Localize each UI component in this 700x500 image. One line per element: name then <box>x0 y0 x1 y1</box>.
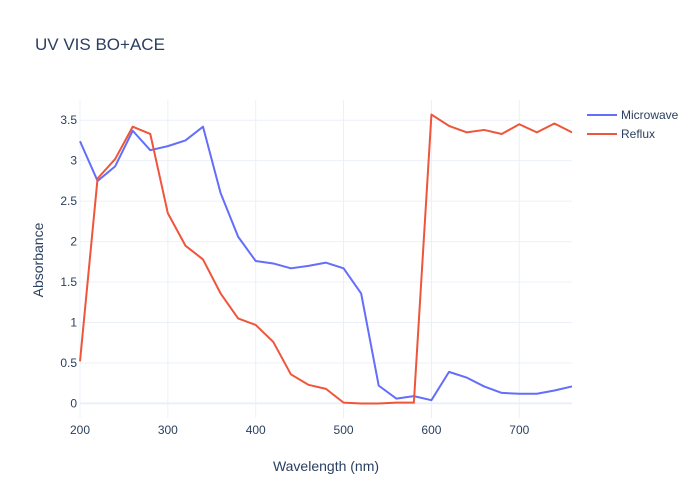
x-tick-label: 400 <box>246 423 266 437</box>
x-tick-label: 200 <box>70 423 90 437</box>
x-tick-label: 600 <box>421 423 441 437</box>
y-tick-label: 1.5 <box>60 275 77 289</box>
y-tick-label: 0 <box>70 396 77 410</box>
x-tick-label: 500 <box>334 423 354 437</box>
y-tick-label: 0.5 <box>60 356 77 370</box>
series-line-microwave[interactable] <box>79 125 573 402</box>
x-tick-label: 700 <box>509 423 529 437</box>
grid <box>79 100 572 418</box>
legend-label: Microwave <box>621 108 679 122</box>
chart-title: UV VIS BO+ACE <box>35 35 165 54</box>
legend-label: Reflux <box>621 127 655 141</box>
y-tick-label: 1 <box>70 316 77 330</box>
x-axis-ticks: 200 300 400 500 600 700 <box>70 423 530 437</box>
y-tick-label: 2.5 <box>60 194 77 208</box>
y-axis-ticks: 0 0.5 1 1.5 2 2.5 3 3.5 <box>60 113 77 410</box>
y-axis-title: Absorbance <box>30 222 46 297</box>
x-axis-title: Wavelength (nm) <box>273 458 379 474</box>
series-line-reflux[interactable] <box>79 113 573 405</box>
y-tick-label: 3 <box>70 154 77 168</box>
legend-item-reflux[interactable]: Reflux <box>587 127 655 141</box>
plot-area[interactable] <box>79 113 573 405</box>
x-tick-label: 300 <box>158 423 178 437</box>
legend[interactable]: Microwave Reflux <box>587 108 679 141</box>
y-tick-label: 3.5 <box>60 113 77 127</box>
legend-item-microwave[interactable]: Microwave <box>587 108 679 122</box>
y-tick-label: 2 <box>70 235 77 249</box>
